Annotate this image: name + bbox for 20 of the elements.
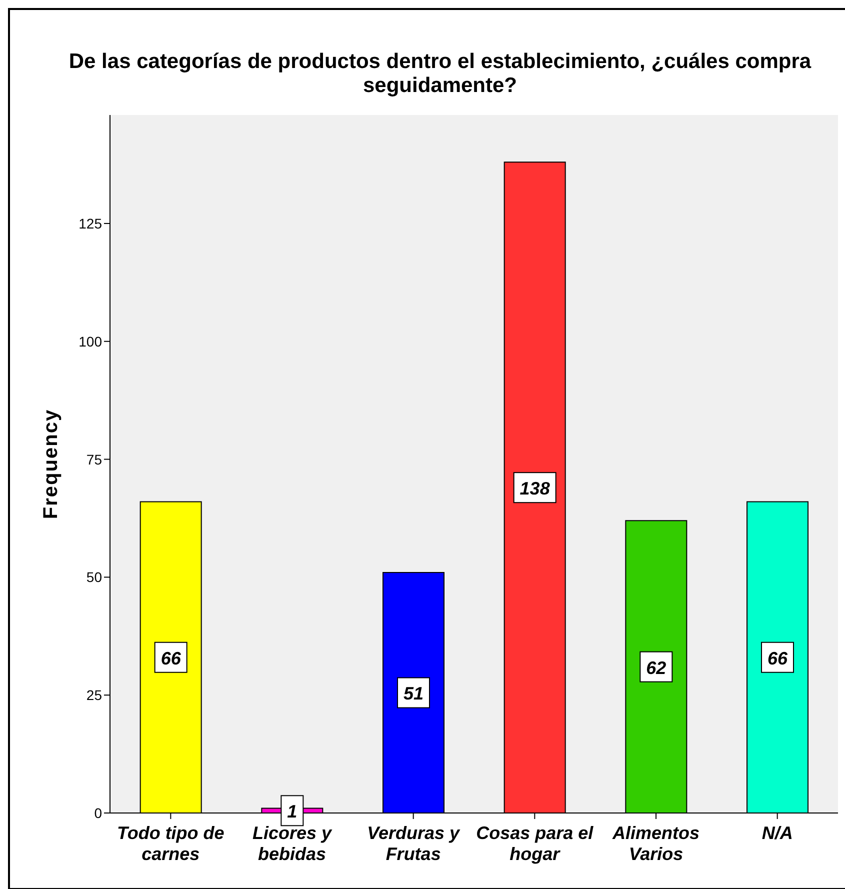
y-tick-label: 0 bbox=[94, 804, 102, 821]
y-tick-label: 50 bbox=[86, 569, 102, 586]
x-tick-label: Licores y bebidas bbox=[252, 823, 333, 864]
chart-title: De las categorías de productos dentro el establecimiento, ¿cuáles compra seguidamente? bbox=[68, 50, 812, 98]
y-axis-title: Frequency bbox=[40, 408, 62, 520]
data-label: 66 bbox=[767, 648, 788, 668]
y-tick-label: 125 bbox=[78, 215, 102, 232]
data-label: 51 bbox=[403, 684, 424, 704]
data-label: 62 bbox=[646, 658, 666, 678]
x-tick-label: Todo tipo de carnes bbox=[117, 823, 224, 864]
y-tick-label: 100 bbox=[78, 333, 102, 350]
x-tick-label: Cosas para el hogar bbox=[476, 823, 594, 864]
x-tick-label: Alimentos Varios bbox=[611, 823, 700, 864]
x-tick-label: N/A bbox=[762, 823, 793, 843]
y-tick-label: 25 bbox=[86, 687, 102, 704]
data-label: 138 bbox=[520, 478, 550, 499]
x-tick-label: Verduras y Frutas bbox=[367, 823, 461, 864]
y-tick-label: 75 bbox=[86, 451, 102, 468]
data-label: 1 bbox=[287, 802, 298, 822]
data-label: 66 bbox=[160, 648, 182, 668]
